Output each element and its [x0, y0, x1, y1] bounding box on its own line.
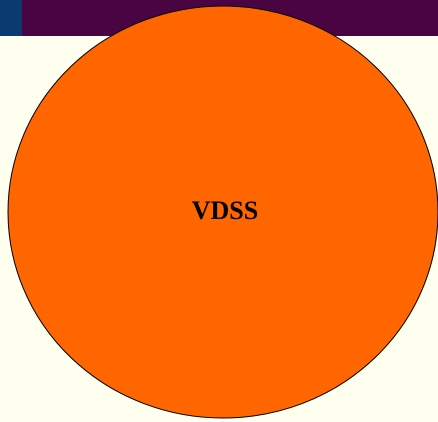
node-label: VDSS	[192, 196, 258, 225]
top-bar-accent	[0, 0, 22, 36]
circle	[7, 5, 438, 419]
